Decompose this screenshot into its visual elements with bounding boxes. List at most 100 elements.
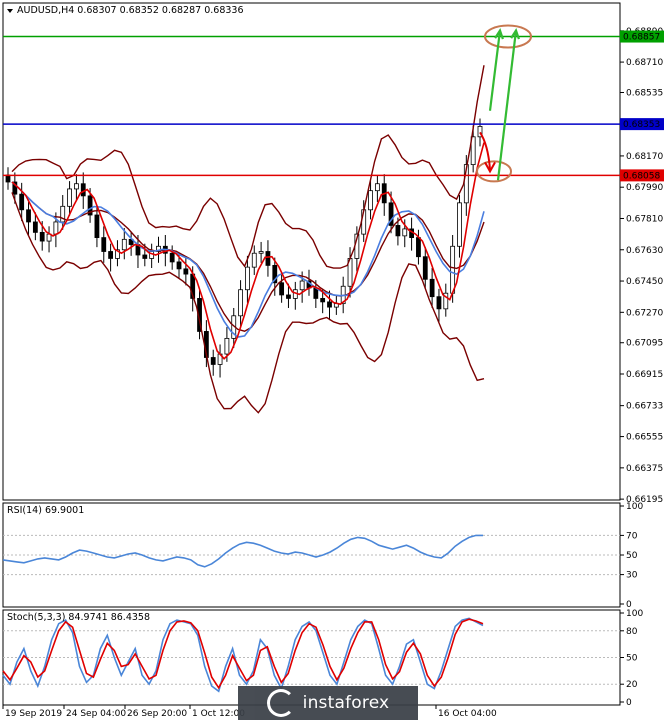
arrow-up-second-head [510,28,520,40]
dropdown-triangle-icon [7,9,13,13]
instaforex-watermark: instaforex [238,686,418,720]
level-resistance-tag [620,30,664,43]
candle-body [115,249,120,259]
candle-body [416,237,421,258]
rsi-title: RSI(14) 69.9001 [7,505,84,516]
chart-header: AUDUSD,H4 0.68307 0.68352 0.68287 0.6833… [17,5,244,16]
price-tick-label: 0.66195 [626,495,663,505]
candle-body [320,298,326,303]
target-circle-support [476,160,512,183]
time-tick-label: 16 Oct 04:00 [438,709,497,719]
candle-body [368,190,373,211]
rsi-tick-label: 50 [626,551,638,561]
stoch-tick-label: 0 [626,698,632,708]
ma-slow-line [11,181,485,338]
candle-body [395,225,401,237]
target-circle-top [484,24,532,49]
bollinger-middle [11,181,485,332]
candle-body [26,209,31,223]
rsi-tick-label: 100 [626,502,643,512]
main-pane-frame [2,2,621,501]
price-tick-label: 0.67450 [626,277,663,287]
candle-body [245,266,250,291]
candle-body [436,296,442,310]
candle-body [265,251,271,266]
price-tick-label: 0.66733 [626,402,663,412]
candle-body [101,237,107,252]
candle-body [197,298,202,332]
price-tick-label: 0.67270 [626,308,663,318]
price-tick-label: 0.66915 [626,370,663,380]
time-tick-label: 24 Sep 04:00 [66,709,126,719]
candle-body [94,214,100,238]
price-tick-label: 0.67630 [626,246,663,256]
price-tick-label: 0.67095 [626,339,663,349]
candle-body [374,183,380,192]
price-tick-label: 0.67810 [626,214,663,224]
price-tick-label: 0.68170 [626,152,663,162]
candle-body [286,294,291,299]
candle-body [477,125,483,138]
time-tick-label: 19 Sep 2019 [5,709,62,719]
candle-body [32,221,38,233]
arrow-up-second-shaft [496,30,518,181]
candle-body [450,245,456,294]
arrow-up-first-shaft [488,30,502,111]
candle-body [183,268,189,275]
candle-body [327,301,332,308]
price-tick-label: 0.68710 [626,58,663,68]
candle-body [429,278,435,298]
rsi-series-line-0 [2,534,483,568]
time-tick-label: 26 Sep 20:00 [127,709,187,719]
candle-body [19,193,25,211]
stoch-title: Stoch(5,3,3) 84.9741 86.4358 [7,612,150,623]
candle-body [121,238,127,251]
bollinger-lower [11,192,485,414]
stoch-tick-label: 20 [626,680,638,690]
candle-body [388,202,394,226]
arrow-down-curve [479,131,491,170]
candle-body [210,357,216,365]
level-resistance-label: 0.68857 [623,33,660,43]
price-tick-label: 0.66555 [626,433,663,443]
candle-body [67,188,72,207]
candle-body [470,136,476,166]
candle-body [443,292,449,310]
stoch-series-line-1 [2,618,484,690]
arrow-up-first-head [494,28,504,40]
price-tick-label: 0.66375 [626,464,663,474]
candle-body [60,205,66,223]
instaforex-logo-icon [266,689,295,717]
level-support-label: 0.68058 [623,171,660,181]
stoch-tick-label: 80 [626,627,638,637]
candle-body [299,280,305,291]
candle-body [142,254,148,259]
candle-body [169,252,175,263]
candle-body [457,202,462,247]
candle-body [402,228,408,237]
candle-body [39,231,45,242]
candle-body [12,181,18,195]
level-current-tag [620,118,664,131]
bollinger-upper [11,65,485,269]
arrow-down-head [484,161,496,174]
candle-body [176,261,182,270]
candle-body [53,221,59,235]
time-tick-label: 1 Oct 12:00 [192,709,245,719]
candle-body [80,183,86,197]
stoch-series-line-0 [2,617,484,693]
candle-body [108,251,114,259]
candle-body [258,251,264,254]
rsi-tick-label: 0 [626,600,632,610]
ma-fast-line [11,142,485,360]
candle-body [422,256,428,280]
rsi-tick-label: 30 [626,571,638,581]
candle-body [279,282,285,296]
candle-body [272,265,278,284]
candle-body [87,195,93,216]
price-tick-label: 0.67990 [626,183,663,193]
stoch-tick-label: 50 [626,654,638,664]
level-support-tag [620,169,664,182]
